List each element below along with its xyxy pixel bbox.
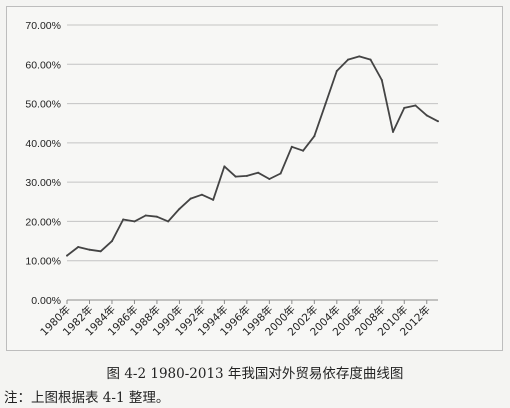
data-point — [257, 171, 260, 174]
y-tick-label: 40.00% — [25, 138, 61, 150]
data-point — [178, 207, 181, 210]
data-point — [99, 250, 102, 253]
x-axis-ticks: 1980年1982年1984年1986年1988年1990年1992年1994年… — [38, 300, 433, 338]
trade-dependence-line-chart: 0.00% 10.00% 20.00% 30.00% 40.00% 50.00% 60.00… — [25, 20, 439, 338]
data-point — [122, 218, 125, 221]
data-point — [403, 106, 406, 109]
data-point — [313, 135, 316, 138]
data-point — [358, 55, 361, 58]
figure-caption: 图 4-2 1980-2013 年我国对外贸易依存度曲线图 — [106, 366, 404, 382]
data-point — [414, 104, 417, 107]
series-line — [66, 55, 439, 257]
y-tick-label: 20.00% — [25, 216, 61, 228]
data-point — [369, 58, 372, 61]
y-tick-label: 30.00% — [25, 177, 61, 189]
y-axis-ticks: 0.00% 10.00% 20.00% 30.00% 40.00% 50.00% 60.00… — [25, 20, 61, 307]
data-point — [133, 220, 136, 223]
data-point — [88, 248, 91, 251]
data-point — [167, 220, 170, 223]
data-point — [335, 69, 338, 72]
y-tick-label: 50.00% — [25, 99, 61, 111]
figure-note: 注：上图根据表 4-1 整理。 — [4, 390, 170, 406]
data-point — [223, 165, 226, 168]
y-tick-label: 70.00% — [25, 20, 61, 32]
chart-frame: 0.00% 10.00% 20.00% 30.00% 40.00% 50.00% 60.00… — [6, 6, 503, 351]
y-tick-label: 10.00% — [25, 256, 61, 268]
data-point — [110, 240, 113, 243]
y-tick-label: 60.00% — [25, 59, 61, 71]
data-point — [245, 174, 248, 177]
grid-lines — [67, 24, 438, 301]
data-point — [279, 172, 282, 175]
data-point — [437, 120, 439, 123]
data-point — [200, 193, 203, 196]
data-point — [324, 102, 327, 105]
data-point — [234, 175, 237, 178]
data-point — [425, 114, 428, 117]
y-tick-label: 0.00% — [31, 295, 61, 307]
data-point — [155, 215, 158, 218]
data-point — [268, 178, 271, 180]
data-point — [290, 145, 293, 148]
data-point — [189, 197, 192, 200]
data-point — [77, 245, 80, 248]
data-point — [380, 79, 383, 81]
data-point — [144, 214, 147, 217]
data-point — [347, 58, 350, 61]
data-point — [66, 254, 68, 257]
data-point — [212, 198, 215, 201]
series-line-layer — [66, 55, 439, 257]
data-point — [392, 130, 395, 133]
data-point — [302, 149, 305, 152]
